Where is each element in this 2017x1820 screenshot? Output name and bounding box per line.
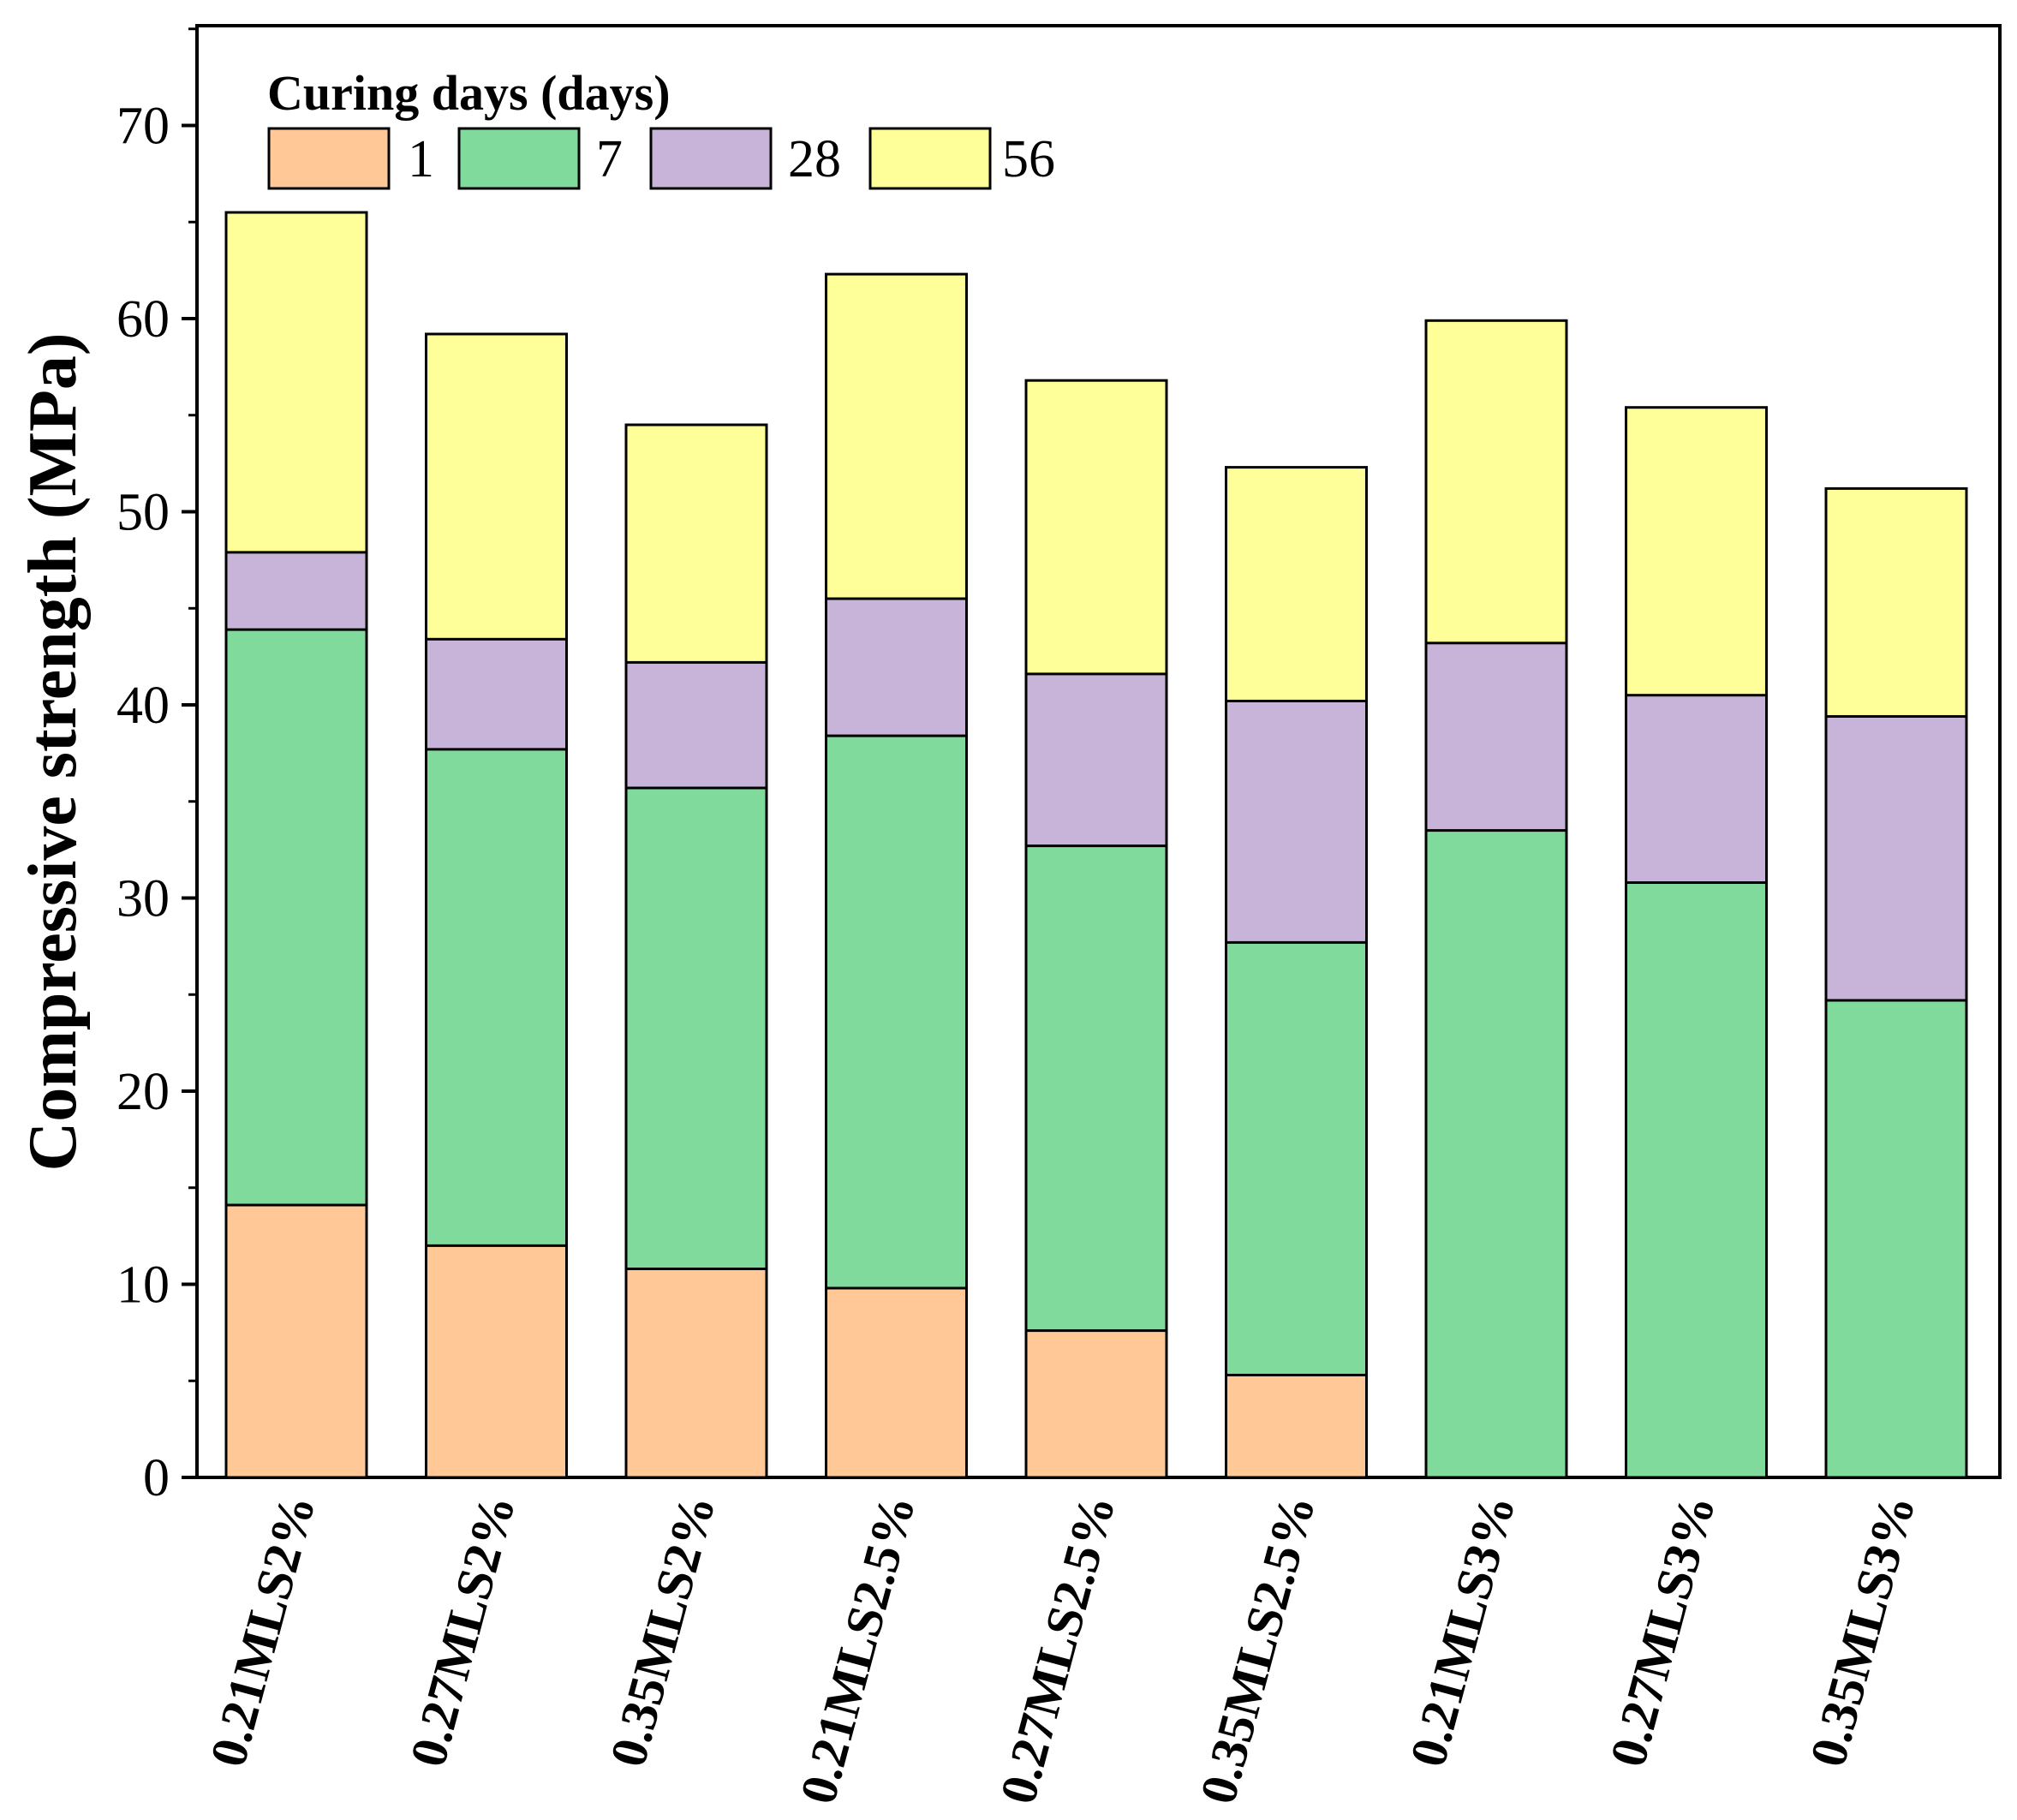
legend-label-28: 28 xyxy=(788,130,841,188)
bars-layer xyxy=(224,211,1968,1479)
bar-day1-0.27MLS2.5% xyxy=(1024,1329,1168,1479)
x-tick-label-0.27MLS3%: 0.27MLS3% xyxy=(1599,1489,1726,1772)
legend-label-7: 7 xyxy=(596,130,623,188)
x-tick-label-0.27MLS2%: 0.27MLS2% xyxy=(399,1489,526,1772)
bar-day7-0.21MLS3% xyxy=(1424,829,1568,1479)
x-tick-label-0.35MLS2%: 0.35MLS2% xyxy=(600,1489,726,1772)
x-tick-label-0.21MLS3%: 0.21MLS3% xyxy=(1399,1489,1526,1772)
x-tick-label-0.21MLS2%: 0.21MLS2% xyxy=(200,1489,326,1772)
y-tick-label-30: 30 xyxy=(116,870,170,928)
bar-day1-0.35MLS2% xyxy=(624,1268,768,1479)
bar-day1-0.21MLS2% xyxy=(224,1203,368,1479)
y-axis-title: Compressive strength (MPa) xyxy=(15,332,91,1171)
bar-day7-0.27MLS3% xyxy=(1625,881,1768,1479)
bar-day7-0.35MLS3% xyxy=(1824,999,1968,1479)
y-axis: 0 10 20 30 40 50 60 70 xyxy=(116,27,197,1507)
x-tick-label-0.35MLS3%: 0.35MLS3% xyxy=(1799,1489,1926,1772)
legend-title: Curing days (days) xyxy=(267,65,671,121)
x-axis: 0.21MLS2% 0.27MLS2% 0.35MLS2% 0.21MLS2.5% 0.… xyxy=(200,1489,1926,1810)
y-tick-label-0: 0 xyxy=(143,1449,170,1507)
legend-swatch-56 xyxy=(868,127,992,190)
y-tick-label-40: 40 xyxy=(116,677,170,735)
legend-swatch-28 xyxy=(649,127,773,190)
x-tick-label-0.21MLS2.5%: 0.21MLS2.5% xyxy=(790,1489,927,1810)
y-tick-label-60: 60 xyxy=(116,290,170,349)
legend-label-1: 1 xyxy=(408,130,434,188)
bar-day1-0.27MLS2% xyxy=(425,1244,568,1479)
x-tick-label-0.27MLS2.5%: 0.27MLS2.5% xyxy=(989,1489,1126,1810)
y-tick-label-70: 70 xyxy=(116,98,170,156)
y-tick-label-10: 10 xyxy=(116,1256,170,1315)
legend-swatch-1 xyxy=(267,127,391,190)
y-tick-label-20: 20 xyxy=(116,1063,170,1121)
bar-day1-0.35MLS2.5% xyxy=(1225,1374,1368,1479)
bar-day1-0.21MLS2.5% xyxy=(825,1286,968,1479)
legend: Curing days (days) 1 7 28 56 xyxy=(267,65,1055,190)
legend-swatch-7 xyxy=(457,127,581,190)
y-tick-label-50: 50 xyxy=(116,484,170,542)
legend-label-56: 56 xyxy=(1002,130,1055,188)
x-tick-label-0.35MLS2.5%: 0.35MLS2.5% xyxy=(1190,1489,1327,1810)
